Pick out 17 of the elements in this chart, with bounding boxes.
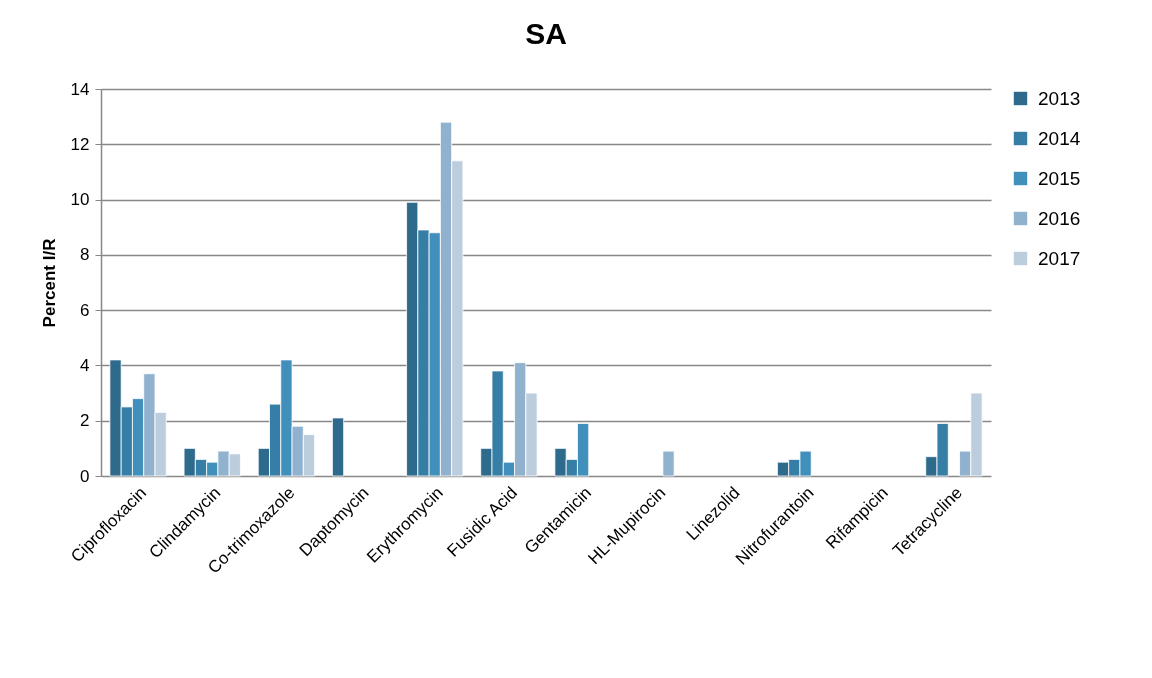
y-axis-title: Percent I/R	[39, 238, 59, 328]
legend-label: 2016	[1038, 207, 1081, 229]
y-tick-label: 2	[80, 411, 90, 431]
bar	[332, 417, 345, 477]
y-tick-label: 4	[80, 355, 90, 375]
bar	[662, 450, 675, 477]
y-tick-label: 12	[70, 134, 90, 154]
legend-label: 2013	[1038, 87, 1081, 109]
y-tick-label: 10	[70, 190, 90, 210]
y-tick-label: 0	[80, 466, 90, 486]
y-tick-label: 14	[70, 79, 90, 99]
chart-title: SA	[525, 17, 567, 50]
legend-label: 2017	[1038, 247, 1081, 269]
y-tick-label: 8	[80, 245, 90, 265]
y-tick-label: 6	[80, 300, 90, 320]
legend-label: 2014	[1038, 127, 1081, 149]
legend-label: 2015	[1038, 167, 1081, 189]
